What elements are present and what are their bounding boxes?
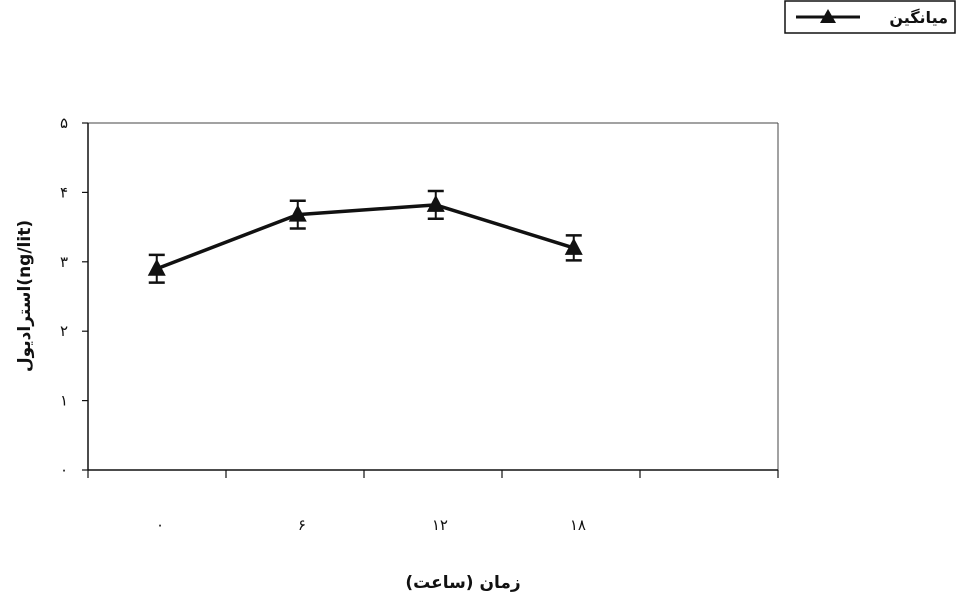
plot-area [87, 122, 779, 471]
legend-triangle-marker-icon [820, 9, 836, 23]
series-layer [147, 189, 583, 284]
y-tick-label: ۲ [60, 322, 68, 340]
y-tick-label: ۰ [60, 461, 68, 479]
x-ticks: ۰ ۶ ۱۲ ۱۸ [87, 470, 779, 534]
y-ticks: ۰ ۱ ۲ ۳ ۴ ۵ [60, 114, 88, 479]
legend: میانگین [784, 0, 956, 34]
x-tick-label: ۶ [298, 516, 306, 534]
y-tick-label: ۳ [60, 253, 68, 271]
data-point-triangle [288, 204, 307, 222]
data-point-triangle [564, 237, 583, 255]
data-point-triangle [147, 258, 166, 276]
x-tick-label: ۰ [156, 516, 164, 534]
x-axis-title: زمان (ساعت) [405, 573, 520, 593]
series-line [156, 203, 575, 271]
data-point-triangle [426, 194, 445, 212]
x-tick-label: ۱۲ [432, 516, 448, 534]
y-axis-title: استرادیول(ng/lit) [15, 220, 35, 372]
y-tick-label: ۴ [60, 183, 68, 201]
x-tick-label: ۱۸ [570, 516, 586, 534]
legend-label: میانگین [889, 8, 948, 27]
y-tick-label: ۵ [60, 114, 68, 132]
y-tick-label: ۱ [60, 392, 68, 410]
